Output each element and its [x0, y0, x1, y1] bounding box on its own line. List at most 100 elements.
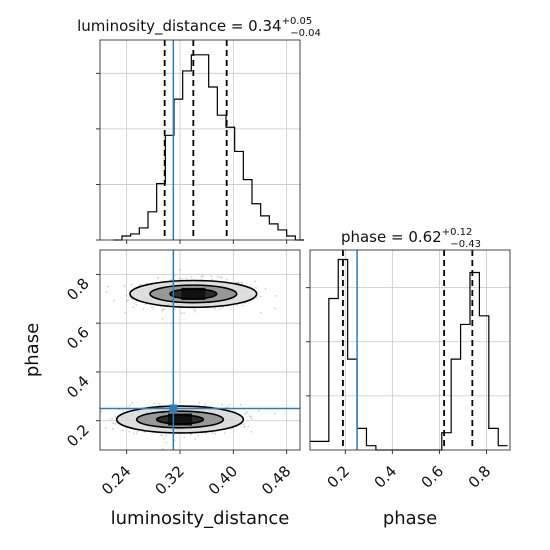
joint-sample-point — [244, 302, 247, 305]
phase-upper-error: +0.12 — [442, 227, 473, 238]
joint-sample-point — [250, 417, 253, 420]
joint-sample-point — [256, 297, 258, 299]
joint-sample-point — [223, 432, 226, 434]
joint-density-frame — [99, 249, 301, 451]
joint-sample-point — [259, 311, 262, 314]
joint-sample-point — [221, 403, 224, 406]
joint-sample-point — [104, 427, 107, 430]
joint-sample-point — [146, 282, 149, 285]
joint-sample-point — [236, 304, 239, 307]
joint-xtick-label-3: 0.48 — [258, 462, 294, 498]
joint-sample-point — [255, 287, 257, 289]
joint-sample-point — [105, 291, 108, 294]
y-axis-label-phase: phase — [22, 323, 43, 377]
joint-sample-point — [193, 309, 196, 311]
joint-sample-point — [229, 403, 232, 406]
luminosity-distance-histogram — [113, 54, 304, 241]
phase-marginal-panel: 0.2 0.4 0.6 0.8 phase = 0.62+0.12 −0.43 phas… — [306, 227, 511, 529]
joint-sample-point — [130, 283, 133, 286]
ph-xtick-label-2: 0.6 — [418, 462, 448, 492]
joint-sample-point — [161, 309, 164, 312]
joint-sample-point — [201, 275, 204, 277]
phase-marginal-frame — [309, 249, 511, 451]
joint-sample-point — [125, 294, 128, 297]
joint-sample-point — [157, 277, 159, 279]
joint-sample-point — [220, 277, 223, 279]
joint-sample-point — [237, 282, 240, 284]
joint-xtick-label-1: 0.32 — [151, 462, 187, 498]
joint-sample-point — [122, 409, 124, 412]
joint-sample-point — [264, 288, 267, 290]
joint-sample-point — [160, 434, 162, 436]
joint-sample-point — [161, 317, 164, 320]
joint-sample-point — [180, 312, 183, 315]
joint-sample-point — [198, 401, 201, 404]
joint-sample-point — [249, 415, 252, 418]
joint-sample-point — [181, 278, 184, 280]
joint-sample-point — [140, 283, 142, 286]
joint-sample-point — [185, 277, 188, 280]
joint-contour-0-0 — [129, 279, 258, 309]
joint-sample-point — [131, 402, 134, 404]
joint-sample-point — [132, 432, 135, 435]
joint-density-panel: 0.24 0.32 0.40 0.48 0.2 0.4 0.6 0.8 luminosity… — [22, 249, 301, 529]
joint-sample-point — [257, 409, 260, 412]
joint-sample-point — [219, 276, 222, 278]
joint-sample-point — [111, 417, 114, 420]
joint-sample-point — [161, 434, 164, 437]
joint-sample-point — [163, 437, 166, 440]
joint-density-core-0 — [181, 287, 206, 300]
joint-sample-point — [243, 423, 245, 425]
joint-sample-point — [245, 411, 248, 414]
joint-sample-point — [247, 425, 250, 428]
ph-xtick-label-3: 0.8 — [465, 462, 495, 492]
joint-sample-point — [109, 418, 112, 420]
joint-sample-point — [174, 308, 177, 311]
joint-sample-point — [113, 299, 115, 302]
joint-sample-point — [125, 300, 128, 302]
joint-sample-point — [170, 278, 172, 281]
joint-sample-point — [179, 269, 182, 271]
joint-sample-point — [241, 282, 244, 285]
joint-sample-point — [165, 434, 168, 437]
joint-contour-0-1 — [149, 284, 238, 304]
joint-sample-point — [219, 308, 222, 310]
joint-sample-point — [100, 410, 103, 413]
joint-sample-point — [112, 428, 114, 430]
joint-sample-point — [200, 275, 203, 278]
luminosity-distance-title: luminosity_distance = 0.34+0.05 −0.04 — [77, 16, 321, 39]
joint-sample-point — [124, 311, 127, 314]
joint-sample-point — [138, 284, 141, 287]
joint-sample-point — [135, 303, 138, 306]
joint-sample-point — [189, 433, 192, 436]
ph-xtick-label-1: 0.4 — [371, 462, 401, 492]
joint-sample-point — [213, 307, 216, 310]
ph-xtick-label-0: 0.2 — [324, 462, 354, 492]
joint-sample-point — [123, 285, 126, 287]
joint-sample-point — [259, 295, 262, 298]
joint-sample-point — [158, 402, 160, 405]
joint-density-contours — [115, 279, 258, 434]
joint-sample-point — [194, 310, 197, 313]
joint-sample-point — [114, 415, 116, 418]
joint-contour-1-1 — [135, 410, 225, 429]
joint-sample-point — [250, 415, 252, 418]
joint-sample-point — [152, 308, 155, 310]
joint-sample-point — [142, 308, 145, 310]
joint-ytick-label-3: 0.8 — [63, 274, 93, 304]
joint-sample-point — [163, 308, 166, 311]
joint-ytick-label-2: 0.6 — [63, 323, 93, 353]
joint-sample-point — [161, 448, 164, 450]
joint-sample-point — [179, 277, 181, 280]
x-axis-label-luminosity-distance: luminosity_distance — [111, 508, 290, 529]
joint-sample-point — [136, 430, 139, 433]
joint-sample-point — [132, 306, 135, 309]
phase-lower-error: −0.43 — [450, 239, 481, 250]
joint-sample-point — [107, 285, 109, 288]
joint-contour-1-0 — [115, 405, 245, 434]
joint-sample-point — [237, 282, 240, 284]
joint-sample-point — [243, 425, 246, 428]
joint-sample-point — [151, 306, 154, 309]
joint-sample-point — [165, 441, 168, 444]
